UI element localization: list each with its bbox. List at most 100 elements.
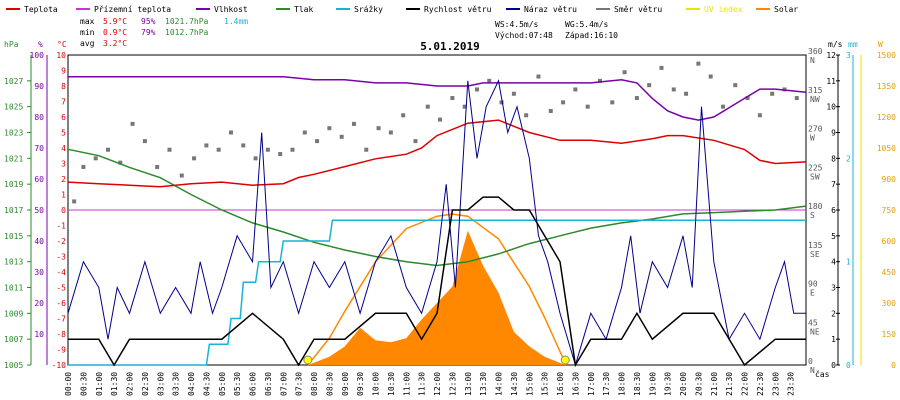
tick-label-time: 03:30	[172, 372, 181, 396]
stats-min-label: min	[80, 28, 95, 37]
tick-label-hpa: 1009	[4, 309, 23, 318]
tick-label-pct: 40	[34, 237, 44, 246]
direction-point	[204, 143, 209, 148]
tick-label-hpa: 1011	[4, 284, 23, 293]
tick-label-time: 01:30	[110, 372, 119, 396]
tick-label-temp: 5	[61, 129, 66, 138]
tick-label-time: 07:00	[279, 372, 288, 396]
direction-point	[105, 147, 110, 152]
stats-max-hum: 95%	[141, 17, 156, 26]
direction-point	[72, 199, 77, 204]
direction-point	[155, 164, 160, 169]
tick-label-time: 04:00	[187, 372, 196, 396]
direction-point	[438, 117, 443, 122]
tick-label-rain: 0	[846, 361, 851, 370]
tick-label-direction: 270	[808, 125, 823, 134]
tick-label-hpa: 1023	[4, 129, 23, 138]
tick-label-temp: -9	[56, 346, 66, 355]
tick-label-wind: 2	[831, 309, 836, 318]
direction-point	[253, 156, 258, 161]
axis-title-temp: °C	[57, 40, 67, 49]
tick-label-time: 10:00	[372, 372, 381, 396]
tick-label-time: 12:00	[433, 372, 442, 396]
stats-avg-label: avg	[80, 39, 95, 48]
direction-point	[770, 91, 775, 96]
tick-label-temp: -6	[56, 299, 66, 308]
direction-point	[81, 164, 86, 169]
info-sunrise: Východ:07:48	[495, 31, 553, 40]
tick-label-wind: 1	[831, 335, 836, 344]
wind-speed-line	[68, 196, 806, 368]
tick-label-hpa: 1021	[4, 154, 23, 163]
tick-label-pct: 60	[34, 175, 44, 184]
tick-label-solar: 1350	[877, 82, 896, 91]
tick-label-solar: 150	[882, 330, 897, 339]
direction-point	[425, 104, 430, 109]
direction-point	[339, 134, 344, 139]
tick-label-direction: 90	[808, 280, 818, 289]
tick-label-direction-name: E	[810, 289, 815, 298]
tick-label-pct: 50	[34, 206, 44, 215]
rain-line	[68, 219, 806, 366]
axis-title-wind: m/s	[828, 40, 843, 49]
legend-label: Rychlost větru	[424, 5, 492, 14]
tick-label-direction: 0	[808, 357, 813, 366]
tick-label-temp: 8	[61, 82, 66, 91]
direction-point	[364, 147, 369, 152]
direction-point	[745, 96, 750, 101]
info-ws: WS:4.5m/s	[495, 20, 539, 29]
wind-gust-line	[67, 79, 806, 367]
tick-label-time: 00:00	[64, 372, 73, 396]
tick-label-time: 17:30	[602, 372, 611, 396]
tick-label-time: 11:30	[418, 372, 427, 396]
direction-point	[659, 65, 664, 70]
tick-label-temp: 9	[61, 67, 66, 76]
axis-titles: hPa % °C m/s mm W čas	[4, 40, 883, 379]
tick-label-direction-name: W	[810, 134, 815, 143]
solar-area	[307, 230, 567, 365]
direction-point	[192, 156, 197, 161]
tick-label-time: 14:30	[510, 372, 519, 396]
legend-label: Tlak	[294, 5, 313, 14]
direction-point	[142, 139, 147, 144]
stats-max-label: max	[80, 17, 95, 26]
tick-label-time: 04:30	[202, 372, 211, 396]
tick-label-direction: 135	[808, 241, 823, 250]
tick-label-hpa: 1019	[4, 180, 23, 189]
tick-label-rain: 2	[846, 154, 851, 163]
tick-label-wind: 8	[831, 154, 836, 163]
tick-label-hpa: 1013	[4, 258, 23, 267]
direction-point	[757, 113, 762, 118]
tick-label-time: 15:30	[541, 372, 550, 396]
tick-label-temp: 7	[61, 98, 66, 107]
tick-label-wind: 7	[831, 180, 836, 189]
direction-point	[597, 78, 602, 83]
direction-point	[610, 100, 615, 105]
direction-point	[499, 100, 504, 105]
stats-panel: max 5.9°C 95% 1021.7hPa 1.4mm min 0.9°C …	[80, 17, 248, 48]
info-wg: WG:5.4m/s	[565, 20, 609, 29]
tick-label-time: 23:30	[787, 372, 796, 396]
tick-label-time: 09:30	[356, 372, 365, 396]
tick-label-wind: 10	[826, 103, 836, 112]
tick-label-pct: 80	[34, 113, 44, 122]
tick-label-wind: 11	[826, 77, 836, 86]
direction-point	[401, 113, 406, 118]
tick-label-pct: 100	[30, 51, 45, 60]
direction-point	[524, 113, 529, 118]
tick-label-time: 16:30	[571, 372, 580, 396]
direction-point	[794, 96, 799, 101]
direction-point	[708, 74, 713, 79]
tick-label-temp: -3	[56, 253, 66, 262]
direction-point	[720, 104, 725, 109]
direction-point	[684, 91, 689, 96]
tick-label-wind: 6	[831, 206, 836, 215]
tick-label-time: 15:00	[525, 372, 534, 396]
stats-min-temp: 0.9°C	[103, 28, 127, 37]
tick-label-temp: -10	[52, 361, 67, 370]
axis-title-pct: %	[38, 40, 43, 49]
stats-max-temp: 5.9°C	[103, 17, 127, 26]
tick-label-temp: -5	[56, 284, 66, 293]
direction-point	[388, 130, 393, 135]
